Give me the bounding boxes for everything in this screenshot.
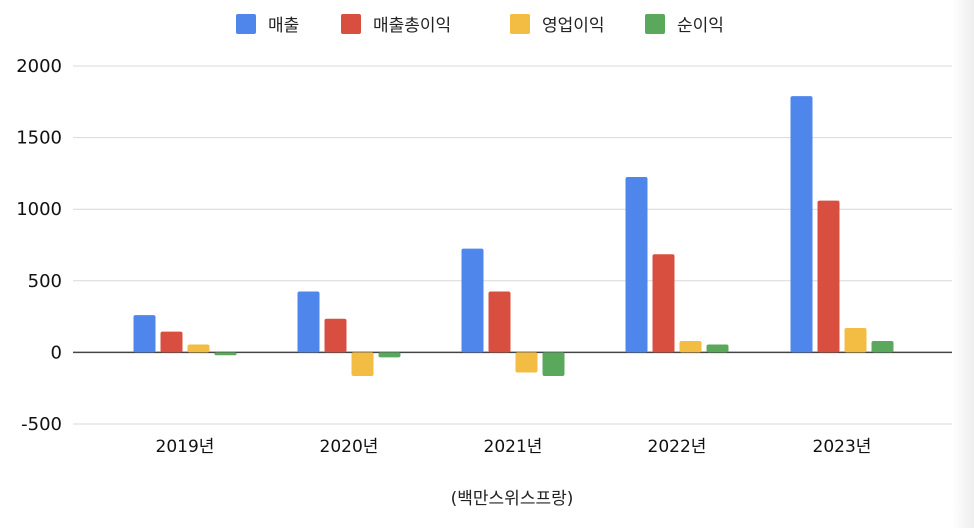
legend-swatch (645, 14, 665, 34)
bar-3-1 (187, 344, 210, 353)
bar-3-2 (351, 352, 374, 377)
x-axis-ticks: 2019년 2020년 2021년 2022년 2023년 (156, 437, 872, 457)
legend-swatch (341, 14, 361, 34)
x-tick-label: 2020년 (320, 437, 379, 457)
legend-label: 순이익 (677, 16, 724, 36)
window-edge-shadow (952, 0, 974, 528)
legend-label: 매출 (268, 16, 299, 36)
legend-swatch (510, 14, 530, 34)
bar-3-3 (515, 352, 538, 373)
bar-1-5 (790, 96, 813, 353)
bar-2-1 (160, 331, 183, 353)
y-tick-label: 0 (51, 342, 62, 363)
bar-4-4 (706, 344, 729, 353)
bar-3-5 (844, 328, 867, 353)
legend-label: 영업이익 (542, 16, 605, 36)
bar-1-2 (297, 291, 320, 353)
bar-4-3 (542, 352, 565, 377)
x-tick-label: 2023년 (813, 437, 872, 457)
bar-3-4 (679, 340, 702, 353)
y-tick-label: 2000 (16, 56, 62, 77)
legend-swatch (236, 14, 256, 34)
y-tick-label: 1000 (16, 199, 62, 220)
x-tick-label: 2019년 (156, 437, 215, 457)
x-tick-label: 2022년 (648, 437, 707, 457)
bar-2-3 (488, 291, 511, 353)
legend-label: 매출총이익 (373, 16, 451, 36)
y-tick-label: 1500 (16, 128, 62, 149)
y-tick-label: -500 (21, 414, 62, 435)
x-tick-label: 2021년 (484, 437, 543, 457)
bar-4-2 (378, 352, 401, 358)
x-axis-title: (백만스위스프랑) (451, 489, 574, 509)
bar-2-5 (817, 200, 840, 353)
bar-1-4 (625, 176, 648, 353)
bar-1-1 (133, 315, 156, 353)
bar-4-1 (214, 352, 237, 356)
bar-4-5 (871, 340, 894, 353)
bars (133, 96, 894, 377)
bar-2-4 (652, 254, 675, 353)
bar-1-3 (461, 248, 484, 353)
y-axis-ticks: 2000 1500 1000 500 0 -500 (16, 56, 62, 435)
bar-2-2 (324, 318, 347, 353)
y-tick-label: 500 (28, 271, 62, 292)
legend: 매출 매출총이익 영업이익 순이익 (236, 14, 724, 36)
